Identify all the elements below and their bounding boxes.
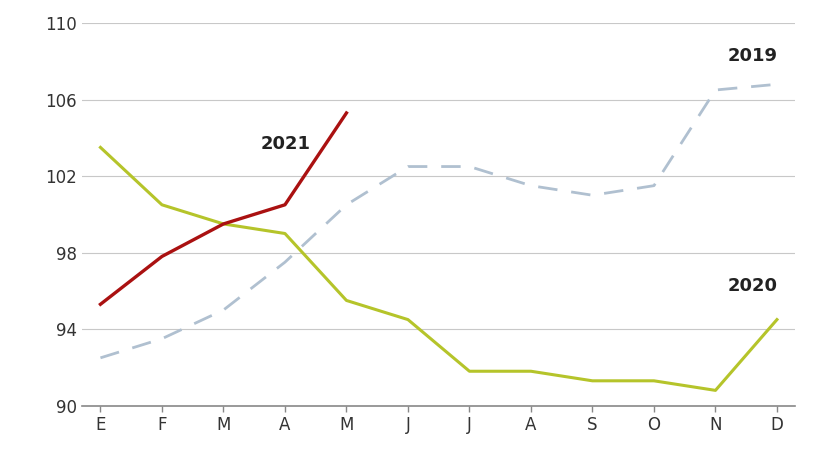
- Text: 2021: 2021: [260, 135, 310, 153]
- Text: 2019: 2019: [726, 47, 776, 65]
- Text: 2020: 2020: [726, 277, 776, 295]
